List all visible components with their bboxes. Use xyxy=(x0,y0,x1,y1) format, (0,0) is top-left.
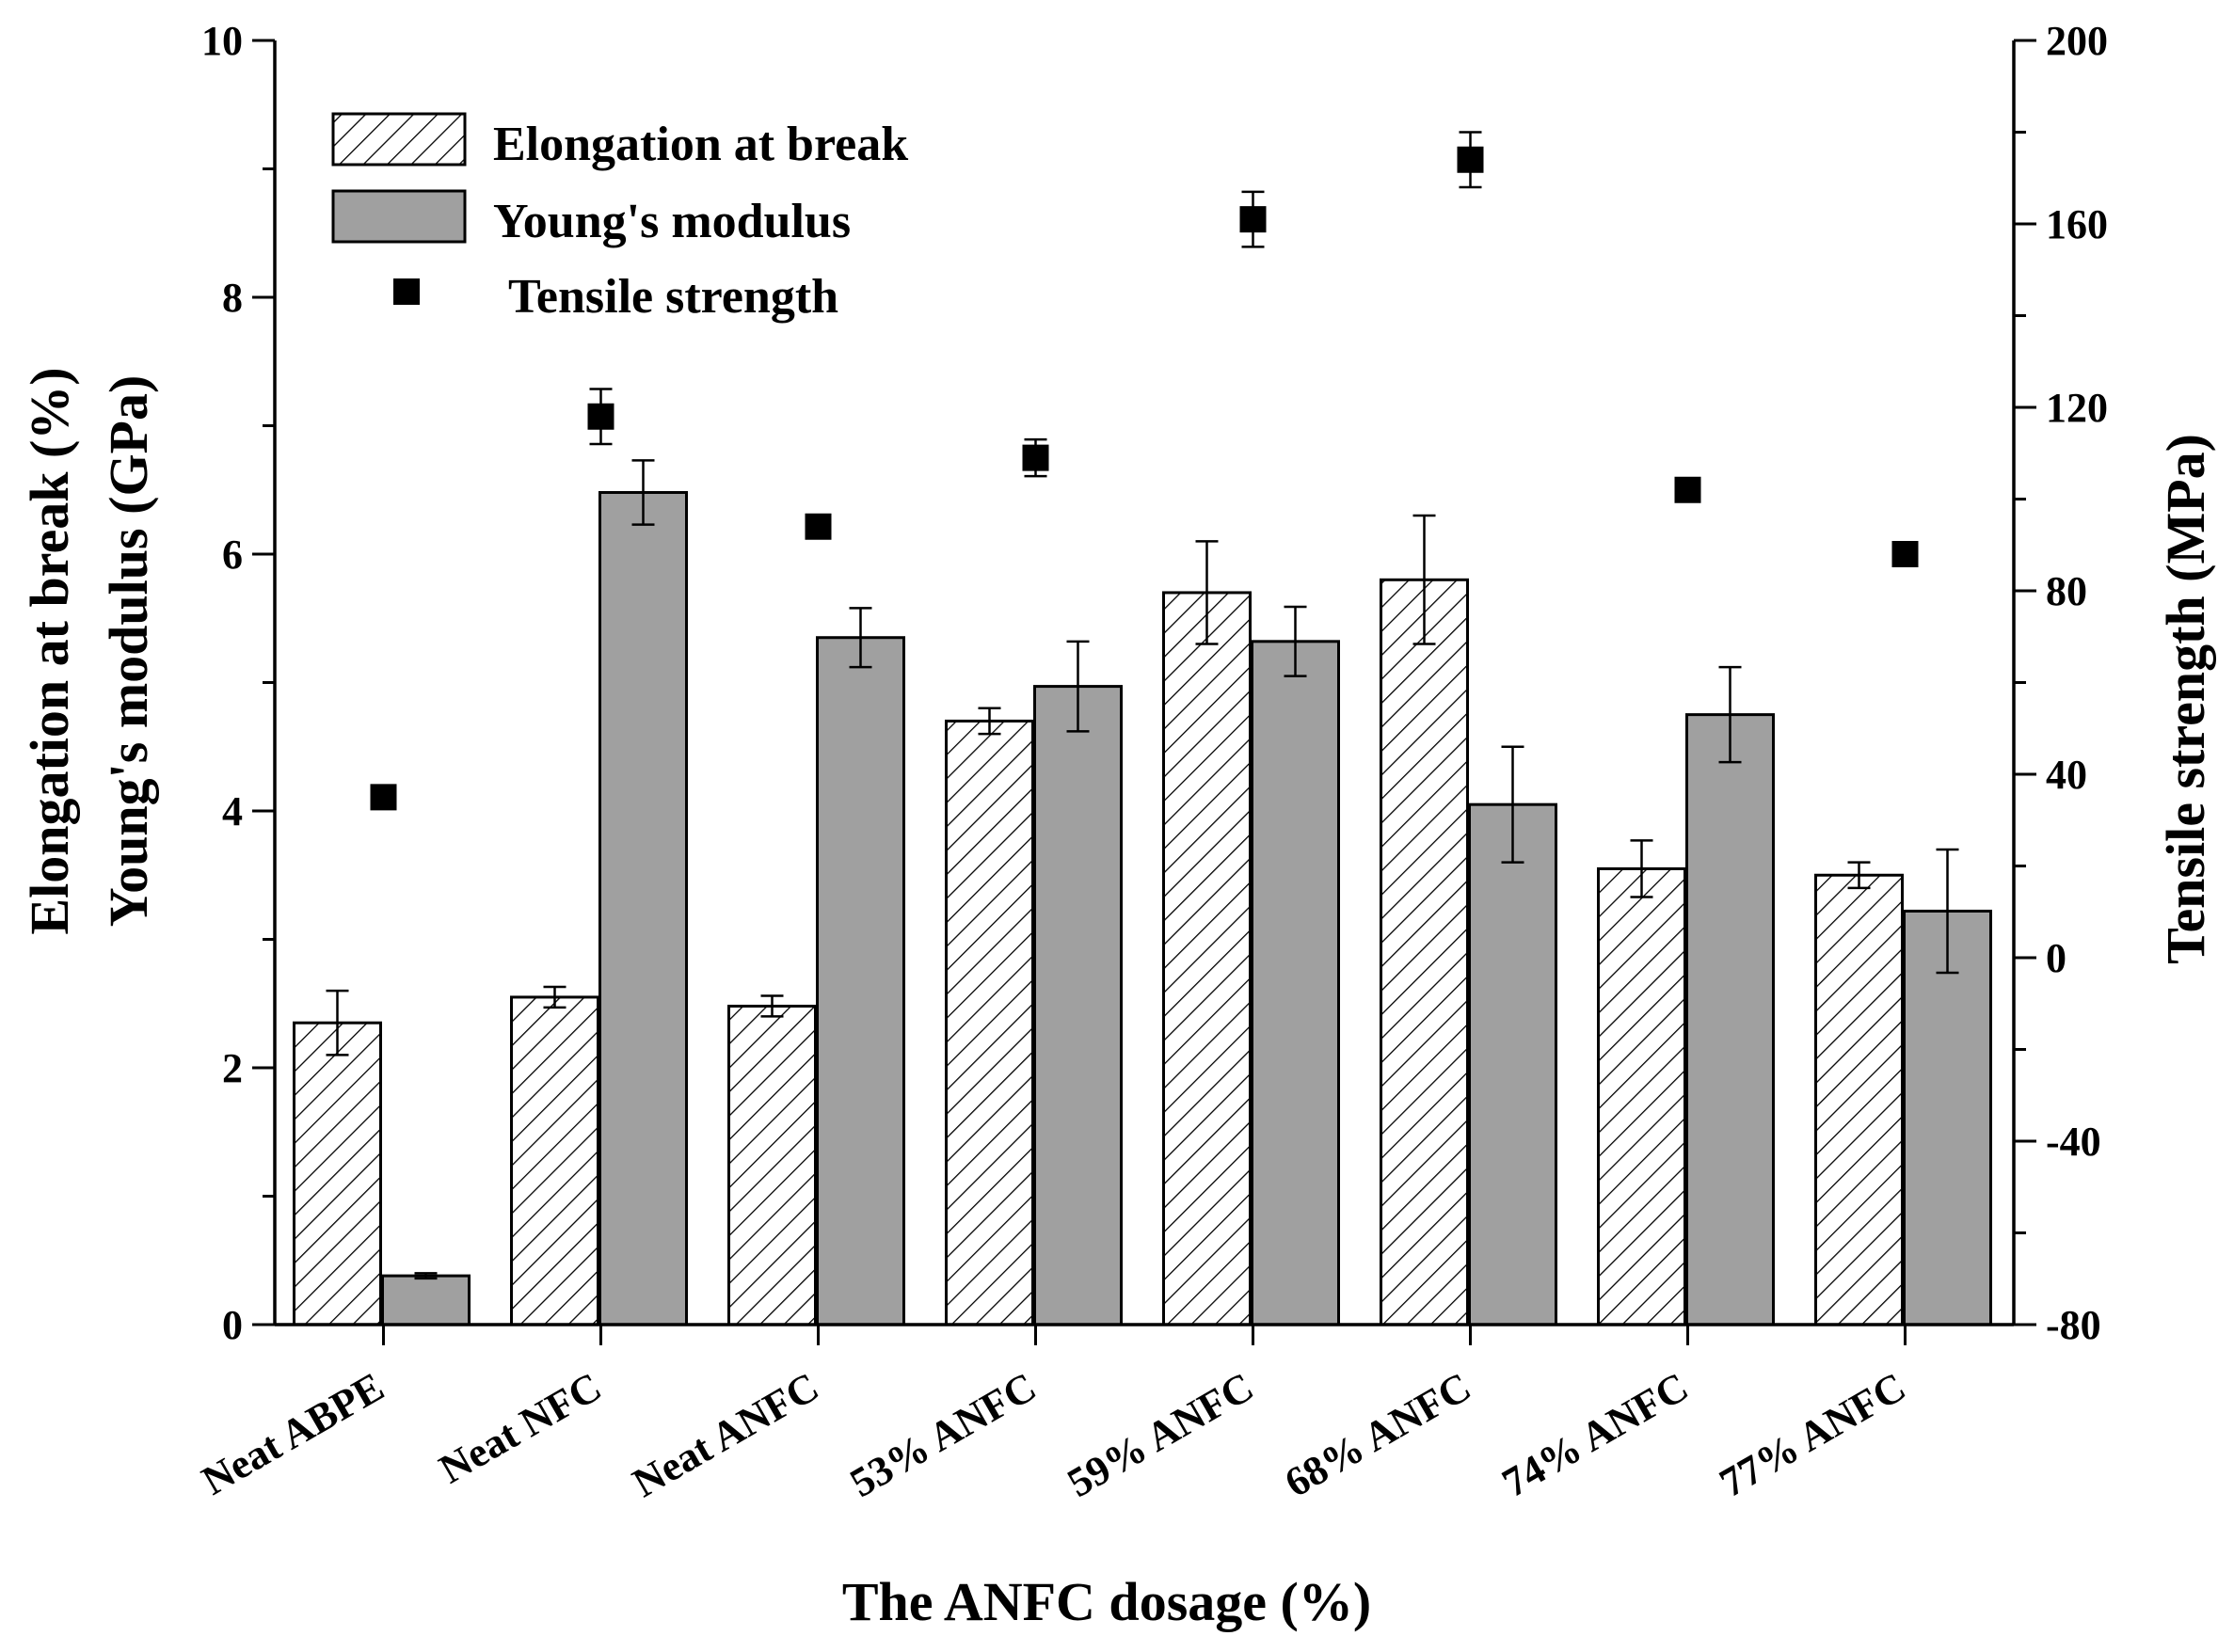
legend-swatch-elongation xyxy=(331,112,467,167)
y-right-tick-label: 120 xyxy=(2046,385,2108,431)
error-bar-elongation xyxy=(1847,861,1871,890)
bar-modulus xyxy=(1903,909,1992,1326)
y-left-tick-label: 2 xyxy=(222,1045,243,1091)
y-left-tick-label: 0 xyxy=(222,1302,243,1348)
x-tick-label: Neat ANFC xyxy=(625,1363,826,1506)
point-tensile xyxy=(1239,206,1267,233)
legend-swatch-modulus xyxy=(331,189,467,244)
x-tick-label: Neat ABPE xyxy=(194,1363,391,1503)
bar-modulus xyxy=(1251,640,1340,1326)
bar-modulus xyxy=(1033,685,1123,1326)
bar-modulus xyxy=(1685,713,1775,1326)
bar-modulus xyxy=(598,490,688,1326)
y-axis-left-title-line2: Young's modulus (GPa) xyxy=(98,375,159,928)
error-bar-elongation xyxy=(543,985,566,1009)
y-right-tick-label: 200 xyxy=(2046,18,2108,64)
error-bar-modulus xyxy=(1284,605,1307,677)
error-bar-elongation xyxy=(760,994,784,1018)
error-bar-elongation xyxy=(1630,839,1653,898)
y-axis-left-title-line1: Elongation at break (%) xyxy=(19,367,80,934)
error-bar-elongation xyxy=(326,989,349,1056)
bar-modulus xyxy=(1468,802,1557,1326)
y-axis-right-title: Tensile strength (MPa) xyxy=(2155,434,2216,964)
error-bar-modulus xyxy=(1718,665,1742,764)
bar-elongation xyxy=(727,1004,817,1326)
y-right-tick-label: 80 xyxy=(2046,568,2087,614)
y-right-tick-label: 160 xyxy=(2046,201,2108,247)
bar-modulus xyxy=(381,1274,471,1326)
legend-label-tensile: Tensile strength xyxy=(508,270,838,324)
bar-elongation xyxy=(1597,866,1686,1326)
y-left-tick-label: 6 xyxy=(222,532,243,578)
x-tick-label: 68% ANFC xyxy=(1277,1363,1478,1506)
legend-label-elongation: Elongation at break xyxy=(493,118,908,171)
x-tick-label: 59% ANFC xyxy=(1060,1363,1261,1506)
bar-elongation xyxy=(1380,578,1469,1326)
x-axis-title: The ANFC dosage (%) xyxy=(842,1571,1371,1632)
point-tensile xyxy=(587,403,614,430)
point-tensile xyxy=(1674,476,1701,503)
x-tick-label: 74% ANFC xyxy=(1494,1363,1696,1506)
error-bar-modulus xyxy=(1501,745,1524,864)
point-tensile xyxy=(1457,146,1484,173)
y-right-tick-label: 0 xyxy=(2046,935,2066,981)
bar-modulus xyxy=(816,636,905,1326)
error-bar-modulus xyxy=(849,607,872,669)
y-right-tick-label: -40 xyxy=(2046,1119,2101,1165)
error-bar-modulus xyxy=(1066,640,1090,733)
error-bar-elongation xyxy=(1195,540,1219,645)
plot-area xyxy=(293,131,1992,1326)
y-left-tick-label: 10 xyxy=(201,18,243,64)
bar-elongation xyxy=(510,995,599,1326)
x-tick-label: 77% ANFC xyxy=(1712,1363,1913,1506)
x-tick-label: Neat NFC xyxy=(432,1363,610,1492)
bar-elongation xyxy=(945,719,1034,1326)
y-right-tick-label: 40 xyxy=(2046,752,2087,798)
point-tensile xyxy=(1891,541,1919,567)
legend-marker-tensile xyxy=(393,278,420,305)
y-left-tick-label: 4 xyxy=(222,788,243,834)
point-tensile xyxy=(370,784,397,811)
error-bar-modulus xyxy=(414,1272,438,1280)
point-tensile xyxy=(1022,444,1049,471)
y-left-tick-label: 8 xyxy=(222,275,243,321)
error-bar-modulus xyxy=(1936,848,1959,975)
bar-elongation xyxy=(1814,873,1904,1326)
bar-elongation xyxy=(1162,591,1252,1326)
y-right-tick-label: -80 xyxy=(2046,1302,2101,1348)
x-tick-label: 53% ANFC xyxy=(842,1363,1044,1506)
error-bar-elongation xyxy=(1412,514,1436,645)
point-tensile xyxy=(805,513,832,540)
legend: Elongation at break Young's modulus Tens… xyxy=(331,112,908,324)
bar-elongation xyxy=(293,1021,382,1326)
error-bar-modulus xyxy=(631,459,655,526)
legend-label-modulus: Young's modulus xyxy=(493,195,851,248)
error-bar-elongation xyxy=(978,707,1001,736)
